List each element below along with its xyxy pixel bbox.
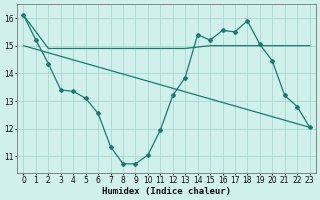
X-axis label: Humidex (Indice chaleur): Humidex (Indice chaleur) (102, 187, 231, 196)
